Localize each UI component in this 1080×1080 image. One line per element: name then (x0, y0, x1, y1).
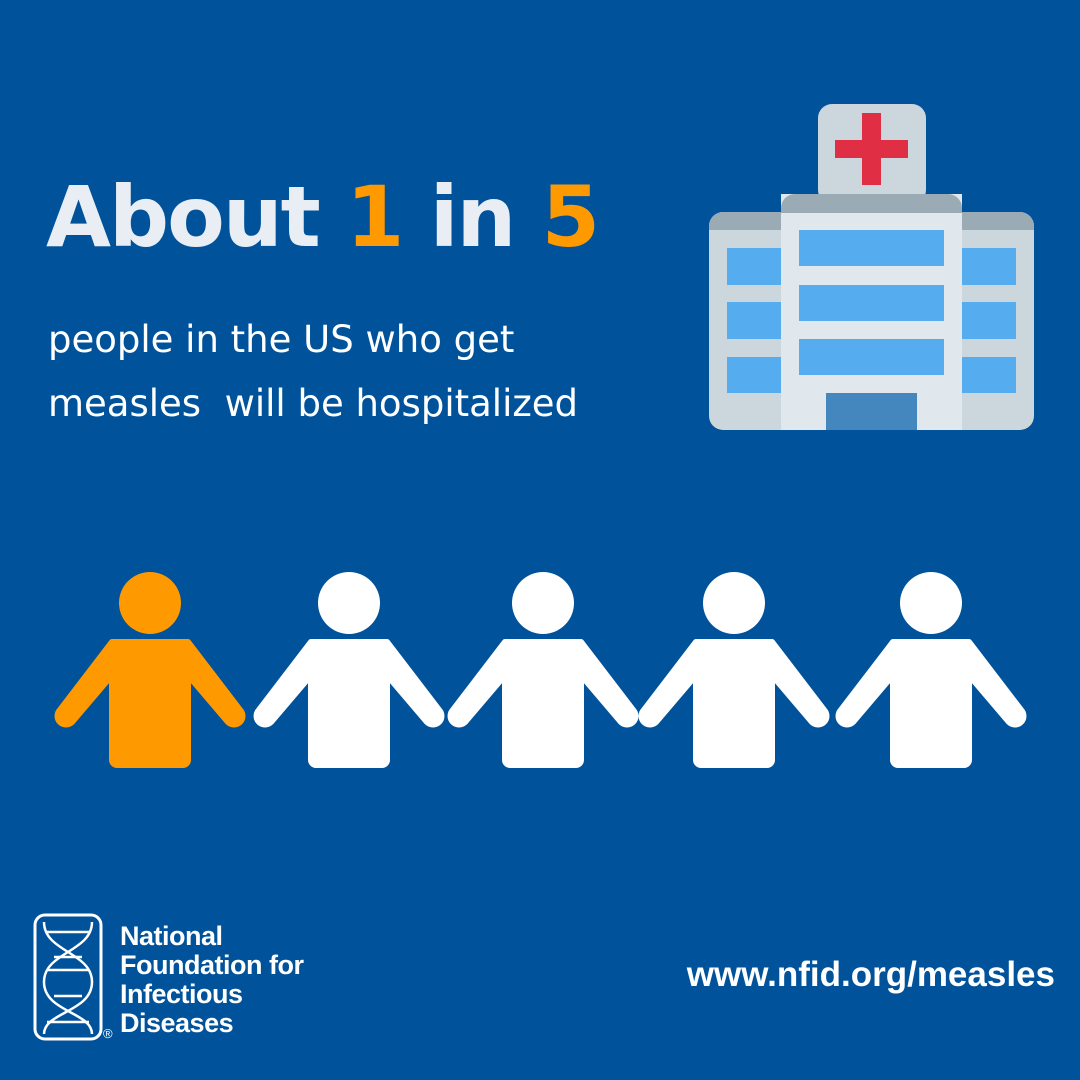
headline-number-5: 5 (541, 168, 600, 266)
website-link[interactable]: www.nfid.org/measles (686, 955, 1055, 994)
headline-number-1: 1 (346, 168, 404, 266)
org-line: Diseases (120, 1008, 234, 1038)
org-line: Infectious (120, 979, 243, 1009)
org-line: Foundation for (120, 950, 304, 980)
headline-prefix: About (46, 168, 347, 266)
registered-mark: ® (103, 1026, 113, 1041)
person-icon (638, 572, 830, 768)
person-icon (835, 572, 1027, 768)
person-icon (253, 572, 445, 768)
person-icon-highlighted (54, 572, 246, 768)
nfid-logo: ® (33, 913, 113, 1041)
subtitle: people in the US who get measles will be … (48, 308, 578, 436)
subtitle-line-1: people in the US who get (48, 318, 515, 361)
headline-mid: in (402, 168, 542, 266)
org-line: National (120, 921, 223, 951)
org-name: National Foundation for Infectious Disea… (120, 921, 304, 1038)
headline: About 1 in 5 (46, 168, 600, 266)
person-icon (447, 572, 639, 768)
subtitle-line-2: measles will be hospitalized (48, 382, 579, 425)
